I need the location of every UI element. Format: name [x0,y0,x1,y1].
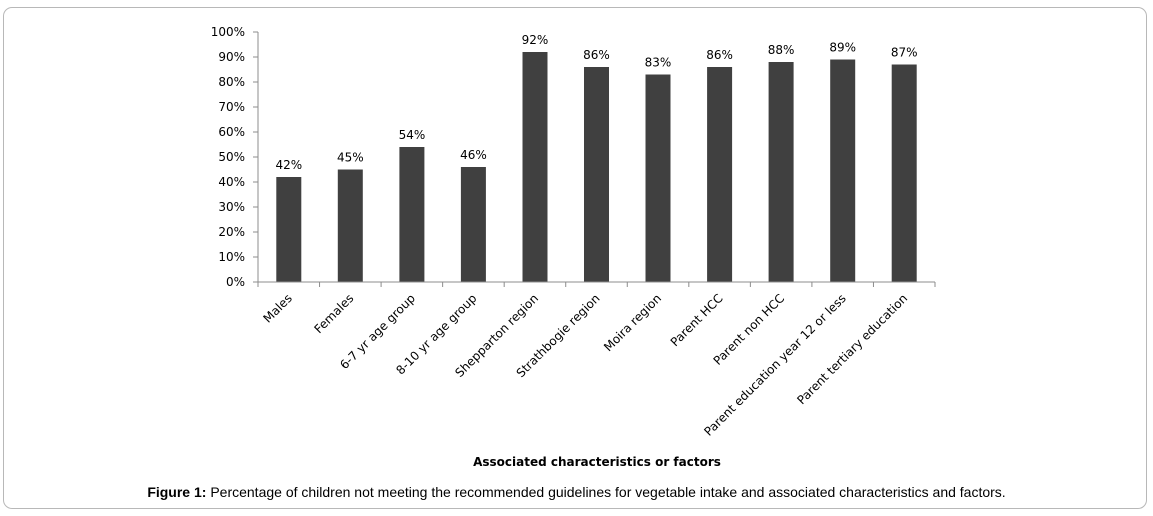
bar [584,67,609,282]
x-category-label: Parent tertiary education [794,291,910,407]
bar [460,167,486,282]
data-label: 86% [583,48,610,62]
bar [276,177,302,282]
data-label: 54% [399,128,426,142]
x-category-label: Females [311,291,356,336]
bar [768,62,794,282]
y-tick-label: 0% [226,275,245,289]
bar [337,169,363,282]
bar [399,147,425,282]
data-label: 46% [460,148,487,162]
y-tick-label: 50% [218,150,245,164]
y-tick-label: 10% [218,250,245,264]
y-tick-label: 20% [218,225,245,239]
y-axis: 0% 10% 20% 30% 40% 50% 60% 70% 80% 90% 100% [211,25,259,289]
data-label: 89% [829,41,856,55]
data-label: 42% [275,158,302,172]
data-label: 83% [645,56,672,70]
figure-caption-text: Percentage of children not meeting the r… [206,484,1006,500]
bar [707,67,733,282]
bar-chart: 0% 10% 20% 30% 40% 50% 60% 70% 80% 90% 100% 42% 45%… [211,25,936,469]
bar [891,64,917,282]
x-category-label: Males [260,291,294,325]
x-category-label: Moira region [601,291,664,354]
bar [522,52,548,282]
y-tick-label: 70% [218,100,245,114]
x-axis-title: Associated characteristics or factors [473,455,721,469]
data-label: 45% [337,151,364,165]
y-tick-label: 100% [211,25,245,39]
data-label: 92% [522,33,549,47]
data-label: 86% [706,48,733,62]
bar [830,59,856,282]
y-tick-label: 40% [218,175,245,189]
bars [276,52,917,282]
y-tick-label: 30% [218,200,245,214]
bar [645,74,671,282]
y-tick-label: 60% [218,125,245,139]
data-label: 88% [768,43,795,57]
data-labels: 42% 45% 54% 46% 92% 86% 83% 86% 88% 89% 87% [275,33,917,172]
figure-caption: Figure 1: Percentage of children not mee… [0,484,1153,500]
y-tick-label: 80% [218,75,245,89]
data-label: 87% [891,46,918,60]
x-category-label: Parent HCC [668,291,726,349]
figure-label: Figure 1: [147,484,207,500]
y-tick-label: 90% [218,50,245,64]
figure-frame [3,7,1147,509]
